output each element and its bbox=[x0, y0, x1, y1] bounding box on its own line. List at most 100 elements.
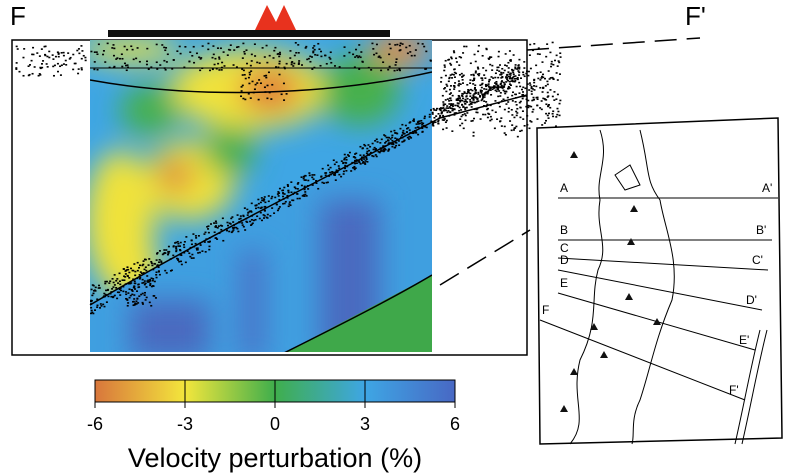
earthquake bbox=[450, 64, 453, 66]
earthquake bbox=[388, 43, 391, 45]
earthquake bbox=[421, 131, 424, 133]
earthquake bbox=[466, 112, 469, 114]
earthquake bbox=[488, 86, 491, 89]
earthquake bbox=[256, 61, 259, 64]
earthquake bbox=[135, 300, 138, 303]
earthquake bbox=[163, 251, 166, 254]
earthquake bbox=[253, 43, 256, 46]
earthquake bbox=[440, 81, 443, 83]
earthquake bbox=[329, 51, 332, 54]
earthquake bbox=[457, 102, 460, 105]
earthquake bbox=[412, 130, 415, 133]
earthquake bbox=[130, 267, 133, 270]
earthquake bbox=[498, 64, 501, 66]
earthquake bbox=[489, 104, 492, 107]
earthquake bbox=[509, 59, 512, 61]
earthquake bbox=[241, 74, 244, 76]
earthquake bbox=[476, 111, 479, 114]
earthquake bbox=[517, 70, 520, 72]
earthquake bbox=[388, 65, 391, 68]
earthquake bbox=[557, 110, 560, 113]
earthquake bbox=[366, 150, 369, 153]
earthquake bbox=[497, 66, 500, 69]
earthquake bbox=[495, 82, 498, 85]
earthquake bbox=[515, 104, 518, 106]
earthquake bbox=[369, 145, 372, 148]
earthquake bbox=[458, 90, 461, 92]
earthquake bbox=[291, 60, 294, 63]
earthquake bbox=[284, 200, 287, 203]
earthquake bbox=[282, 192, 285, 195]
earthquake bbox=[240, 86, 243, 88]
earthquake bbox=[485, 85, 488, 88]
earthquake bbox=[468, 103, 471, 106]
earthquake bbox=[169, 258, 172, 260]
earthquake bbox=[328, 56, 331, 59]
earthquake bbox=[505, 103, 508, 105]
earthquake bbox=[518, 101, 521, 104]
earthquake bbox=[379, 150, 382, 153]
earthquake bbox=[530, 105, 533, 108]
earthquake bbox=[539, 107, 542, 109]
earthquake bbox=[502, 81, 505, 84]
earthquake bbox=[95, 51, 98, 53]
earthquake bbox=[248, 82, 251, 85]
earthquake bbox=[248, 71, 251, 74]
earthquake bbox=[90, 303, 93, 305]
earthquake bbox=[478, 95, 481, 97]
earthquake bbox=[104, 293, 107, 296]
earthquake bbox=[310, 56, 313, 58]
earthquake bbox=[460, 115, 463, 118]
earthquake bbox=[93, 51, 96, 53]
earthquake bbox=[273, 212, 276, 214]
earthquake bbox=[529, 67, 532, 70]
earthquake bbox=[442, 107, 445, 109]
earthquake bbox=[250, 218, 253, 221]
earthquake bbox=[448, 76, 451, 79]
earthquake bbox=[119, 287, 122, 289]
earthquake bbox=[260, 206, 263, 209]
earthquake bbox=[500, 84, 503, 87]
earthquake bbox=[235, 66, 238, 68]
earthquake bbox=[488, 79, 491, 81]
earthquake bbox=[190, 243, 193, 246]
earthquake bbox=[512, 54, 515, 56]
earthquake bbox=[227, 224, 230, 227]
earthquake bbox=[362, 160, 365, 163]
earthquake bbox=[492, 77, 495, 79]
earthquake bbox=[389, 47, 392, 50]
earthquake bbox=[449, 74, 452, 76]
earthquake bbox=[542, 73, 545, 76]
earthquake bbox=[437, 117, 440, 120]
earthquake bbox=[508, 77, 511, 80]
earthquake bbox=[271, 195, 274, 198]
earthquake bbox=[148, 301, 151, 304]
earthquake bbox=[408, 129, 411, 131]
earthquake bbox=[238, 218, 241, 220]
earthquake bbox=[346, 165, 349, 168]
earthquake bbox=[144, 258, 147, 261]
earthquake bbox=[441, 119, 444, 121]
earthquake bbox=[395, 58, 398, 60]
earthquake bbox=[489, 119, 492, 122]
earthquake bbox=[283, 186, 286, 189]
earthquake bbox=[437, 120, 440, 123]
earthquake bbox=[102, 303, 105, 306]
earthquake bbox=[472, 83, 475, 85]
earthquake bbox=[442, 114, 445, 117]
earthquake bbox=[483, 96, 486, 98]
earthquake bbox=[385, 136, 388, 139]
earthquake bbox=[136, 297, 139, 300]
earthquake bbox=[236, 46, 239, 49]
earthquake bbox=[225, 228, 228, 230]
earthquake bbox=[215, 67, 218, 70]
earthquake bbox=[340, 175, 343, 178]
earthquake bbox=[287, 205, 290, 208]
earthquake bbox=[471, 89, 474, 92]
earthquake bbox=[250, 53, 253, 56]
earthquake bbox=[191, 54, 194, 57]
earthquake bbox=[463, 91, 466, 93]
colorbar-tick-label: 3 bbox=[360, 414, 370, 434]
earthquake bbox=[16, 48, 19, 50]
earthquake bbox=[406, 52, 409, 55]
